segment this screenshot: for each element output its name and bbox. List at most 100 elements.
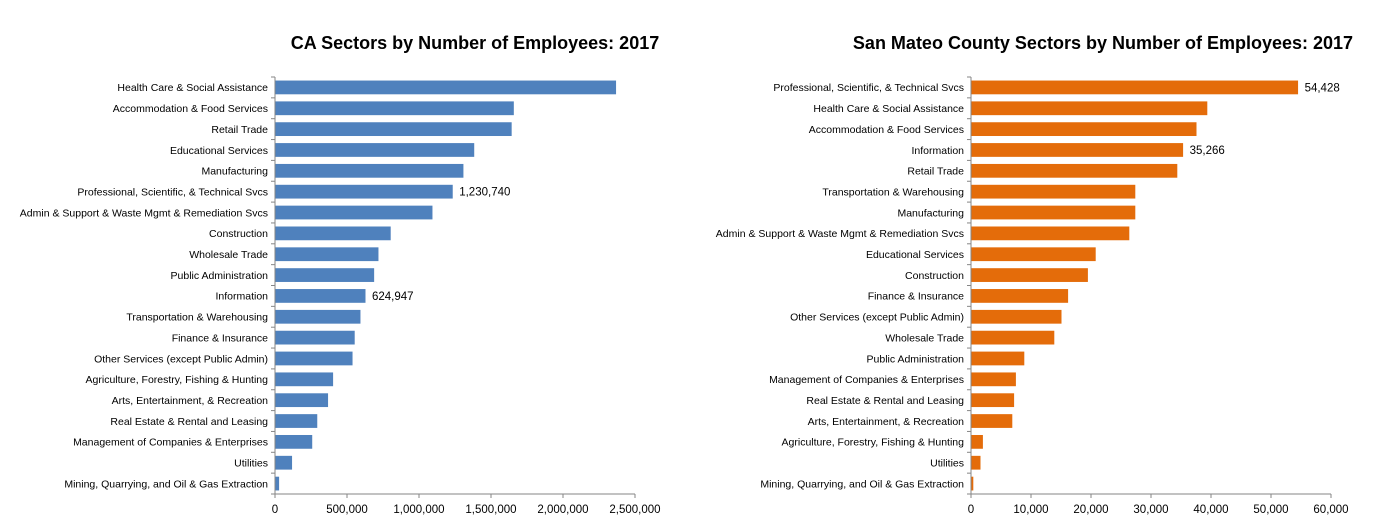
ca-chart: CA Sectors by Number of Employees: 2017 … bbox=[20, 33, 661, 516]
ca-bar bbox=[275, 455, 293, 470]
ca-category-label: Real Estate & Rental and Leasing bbox=[110, 416, 268, 428]
ca-bar bbox=[275, 184, 453, 199]
ca-category-label: Agriculture, Forestry, Fishing & Hunting bbox=[86, 374, 269, 386]
ca-bar bbox=[275, 143, 475, 157]
san-mateo-bar bbox=[971, 205, 1136, 220]
san-mateo-bar bbox=[971, 184, 1136, 199]
ca-bar bbox=[275, 351, 353, 366]
san-mateo-category-label: Arts, Entertainment, & Recreation bbox=[808, 416, 965, 428]
ca-category-label: Finance & Insurance bbox=[172, 332, 268, 344]
san-mateo-bar bbox=[971, 393, 1015, 408]
san-mateo-bar bbox=[971, 414, 1013, 428]
ca-category-label: Other Services (except Public Admin) bbox=[94, 353, 268, 365]
san-mateo-bar bbox=[971, 309, 1062, 324]
san-mateo-category-label: Professional, Scientific, & Technical Sv… bbox=[773, 82, 964, 94]
ca-bar bbox=[275, 309, 361, 324]
san-mateo-bar bbox=[971, 372, 1016, 387]
san-mateo-category-label: Manufacturing bbox=[897, 207, 964, 219]
ca-bar bbox=[275, 414, 318, 428]
ca-bar bbox=[275, 330, 355, 345]
ca-bar bbox=[275, 372, 334, 387]
san-mateo-x-tick-label: 10,000 bbox=[1013, 504, 1048, 516]
san-mateo-bar bbox=[971, 476, 974, 491]
san-mateo-x-tick-label: 60,000 bbox=[1313, 504, 1348, 516]
san-mateo-bar bbox=[971, 434, 983, 449]
san-mateo-chart-title: San Mateo County Sectors by Number of Em… bbox=[853, 33, 1353, 53]
ca-bar bbox=[275, 393, 329, 408]
san-mateo-chart: San Mateo County Sectors by Number of Em… bbox=[716, 33, 1353, 516]
ca-bar bbox=[275, 226, 391, 241]
ca-category-label: Utilities bbox=[234, 458, 268, 470]
san-mateo-bar bbox=[971, 289, 1069, 303]
san-mateo-bar bbox=[971, 247, 1096, 262]
san-mateo-category-label: Management of Companies & Enterprises bbox=[769, 374, 964, 386]
ca-category-label: Public Administration bbox=[171, 270, 269, 282]
ca-bar bbox=[275, 163, 464, 178]
ca-category-label: Mining, Quarrying, and Oil & Gas Extract… bbox=[64, 478, 268, 490]
ca-category-label: Arts, Entertainment, & Recreation bbox=[112, 395, 269, 407]
ca-bar bbox=[275, 247, 379, 262]
san-mateo-data-label: 35,266 bbox=[1190, 145, 1225, 157]
san-mateo-category-label: Agriculture, Forestry, Fishing & Hunting bbox=[782, 437, 965, 449]
san-mateo-category-label: Health Care & Social Assistance bbox=[813, 103, 964, 115]
san-mateo-category-label: Public Administration bbox=[867, 353, 965, 365]
ca-x-tick-label: 2,500,000 bbox=[609, 504, 660, 516]
san-mateo-chart-panel: San Mateo County Sectors by Number of Em… bbox=[690, 0, 1381, 525]
ca-bar bbox=[275, 205, 433, 220]
ca-x-tick-label: 1,000,000 bbox=[393, 504, 444, 516]
san-mateo-x-tick-label: 20,000 bbox=[1073, 504, 1108, 516]
san-mateo-category-label: Wholesale Trade bbox=[885, 332, 964, 344]
ca-category-label: Information bbox=[215, 291, 268, 303]
ca-x-tick-label: 0 bbox=[272, 504, 278, 516]
san-mateo-category-label: Accommodation & Food Services bbox=[809, 124, 964, 136]
san-mateo-x-tick-label: 40,000 bbox=[1193, 504, 1228, 516]
san-mateo-bar bbox=[971, 163, 1178, 178]
ca-bar bbox=[275, 101, 514, 116]
ca-category-label: Management of Companies & Enterprises bbox=[73, 437, 268, 449]
san-mateo-bar bbox=[971, 80, 1299, 95]
ca-bar bbox=[275, 434, 313, 449]
ca-data-label: 1,230,740 bbox=[459, 187, 510, 199]
san-mateo-category-label: Mining, Quarrying, and Oil & Gas Extract… bbox=[760, 478, 964, 490]
san-mateo-bar bbox=[971, 101, 1208, 116]
ca-category-label: Construction bbox=[209, 228, 268, 240]
ca-x-tick-label: 1,500,000 bbox=[465, 504, 516, 516]
san-mateo-bar bbox=[971, 351, 1025, 366]
san-mateo-bar bbox=[971, 330, 1055, 345]
san-mateo-category-label: Other Services (except Public Admin) bbox=[790, 312, 964, 324]
san-mateo-category-label: Finance & Insurance bbox=[868, 291, 964, 303]
ca-bar bbox=[275, 476, 280, 491]
ca-category-label: Retail Trade bbox=[211, 124, 268, 136]
ca-category-label: Admin & Support & Waste Mgmt & Remediati… bbox=[20, 207, 268, 219]
ca-category-label: Educational Services bbox=[170, 145, 268, 157]
ca-bar bbox=[275, 268, 375, 282]
san-mateo-x-tick-label: 50,000 bbox=[1253, 504, 1288, 516]
san-mateo-category-label: Information bbox=[911, 145, 964, 157]
san-mateo-bar bbox=[971, 122, 1197, 137]
san-mateo-bar bbox=[971, 143, 1184, 157]
ca-category-label: Accommodation & Food Services bbox=[113, 103, 268, 115]
san-mateo-category-label: Educational Services bbox=[866, 249, 964, 261]
san-mateo-category-label: Admin & Support & Waste Mgmt & Remediati… bbox=[716, 228, 964, 240]
ca-category-label: Transportation & Warehousing bbox=[126, 312, 268, 324]
san-mateo-category-label: Construction bbox=[905, 270, 964, 282]
san-mateo-x-tick-label: 0 bbox=[968, 504, 974, 516]
ca-data-label: 624,947 bbox=[372, 291, 414, 303]
ca-bar bbox=[275, 122, 512, 137]
san-mateo-bar bbox=[971, 226, 1130, 241]
ca-chart-title: CA Sectors by Number of Employees: 2017 bbox=[291, 33, 659, 53]
ca-category-label: Manufacturing bbox=[201, 166, 268, 178]
ca-category-label: Wholesale Trade bbox=[189, 249, 268, 261]
san-mateo-category-label: Transportation & Warehousing bbox=[822, 186, 964, 198]
ca-chart-panel: CA Sectors by Number of Employees: 2017 … bbox=[0, 0, 690, 525]
san-mateo-data-label: 54,428 bbox=[1305, 82, 1340, 94]
san-mateo-x-tick-label: 30,000 bbox=[1133, 504, 1168, 516]
ca-category-label: Health Care & Social Assistance bbox=[117, 82, 268, 94]
san-mateo-bar bbox=[971, 268, 1088, 282]
san-mateo-category-label: Retail Trade bbox=[907, 166, 964, 178]
ca-category-label: Professional, Scientific, & Technical Sv… bbox=[77, 186, 268, 198]
ca-x-tick-label: 500,000 bbox=[326, 504, 368, 516]
san-mateo-bar bbox=[971, 455, 981, 470]
san-mateo-category-label: Utilities bbox=[930, 458, 964, 470]
ca-x-tick-label: 2,000,000 bbox=[537, 504, 588, 516]
